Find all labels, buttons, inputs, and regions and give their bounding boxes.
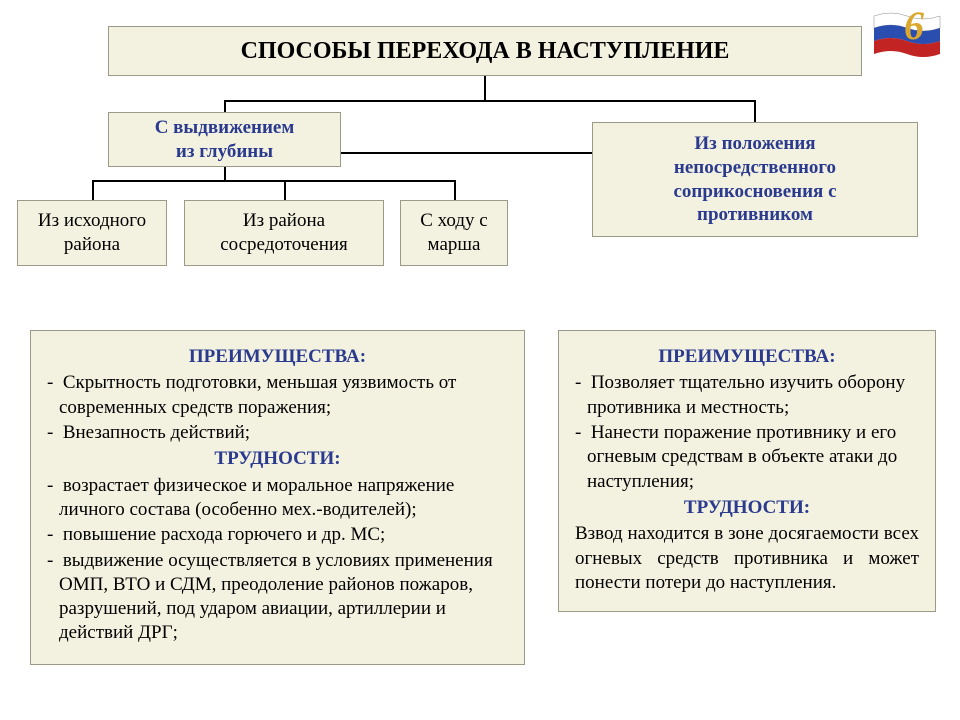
right-branch-line3: соприкосновения с — [673, 180, 836, 204]
left-adv-header: ПРЕИМУЩЕСТВА: — [47, 345, 508, 369]
left-dis-item: - выдвижение осуществляется в условиях п… — [47, 549, 508, 646]
connector — [754, 100, 756, 122]
title-box: СПОСОБЫ ПЕРЕХОДА В НАСТУПЛЕНИЕ — [108, 26, 862, 76]
connector — [224, 167, 226, 180]
connector — [92, 180, 454, 182]
right-text-box: ПРЕИМУЩЕСТВА: - Позволяет тщательно изуч… — [558, 330, 936, 612]
right-branch-line2: непосредственного — [673, 156, 836, 180]
right-dis-body: Взвод находится в зоне досягаемости всех… — [575, 522, 919, 595]
right-branch-line1: Из положения — [673, 132, 836, 156]
left-dis-header: ТРУДНОСТИ: — [47, 447, 508, 471]
left-dis-item: - повышение расхода горючего и др. МС; — [47, 523, 508, 547]
right-dis-header: ТРУДНОСТИ: — [575, 496, 919, 520]
left-dis-item: - возрастает физическое и моральное напр… — [47, 474, 508, 523]
left-adv-item: - Скрытность подготовки, меньшая уязвимо… — [47, 371, 508, 420]
leaf1-line2: района — [38, 233, 146, 257]
connector — [284, 180, 286, 200]
left-branch-box: С выдвижением из глубины — [108, 112, 341, 167]
connector — [92, 180, 94, 200]
leaf-box-3: С ходу с марша — [400, 200, 508, 266]
left-adv-item: - Внезапность действий; — [47, 421, 508, 445]
left-branch-line1: С выдвижением — [155, 116, 295, 140]
leaf-box-1: Из исходного района — [17, 200, 167, 266]
leaf1-line1: Из исходного — [38, 209, 146, 233]
connector — [341, 152, 592, 154]
right-adv-item: - Нанести поражение противнику и его огн… — [575, 421, 919, 494]
connector — [224, 100, 754, 102]
leaf2-line1: Из района — [220, 209, 348, 233]
right-adv-item: - Позволяет тщательно изучить оборону пр… — [575, 371, 919, 420]
connector — [454, 180, 456, 200]
leaf3-line1: С ходу с — [420, 209, 488, 233]
left-branch-line2: из глубины — [155, 140, 295, 164]
right-branch-box: Из положения непосредственного соприкосн… — [592, 122, 918, 237]
right-branch-line4: противником — [673, 203, 836, 227]
right-adv-header: ПРЕИМУЩЕСТВА: — [575, 345, 919, 369]
leaf3-line2: марша — [420, 233, 488, 257]
connector — [484, 76, 486, 100]
left-text-box: ПРЕИМУЩЕСТВА: - Скрытность подготовки, м… — [30, 330, 525, 665]
connector — [224, 100, 226, 112]
page-number: 6 — [904, 2, 924, 49]
leaf-box-2: Из района сосредоточения — [184, 200, 384, 266]
slide-canvas: 6 СПОСОБЫ ПЕРЕХОДА В НАСТУПЛЕНИЕ С выдви… — [0, 0, 960, 720]
leaf2-line2: сосредоточения — [220, 233, 348, 257]
title-text: СПОСОБЫ ПЕРЕХОДА В НАСТУПЛЕНИЕ — [241, 38, 730, 65]
